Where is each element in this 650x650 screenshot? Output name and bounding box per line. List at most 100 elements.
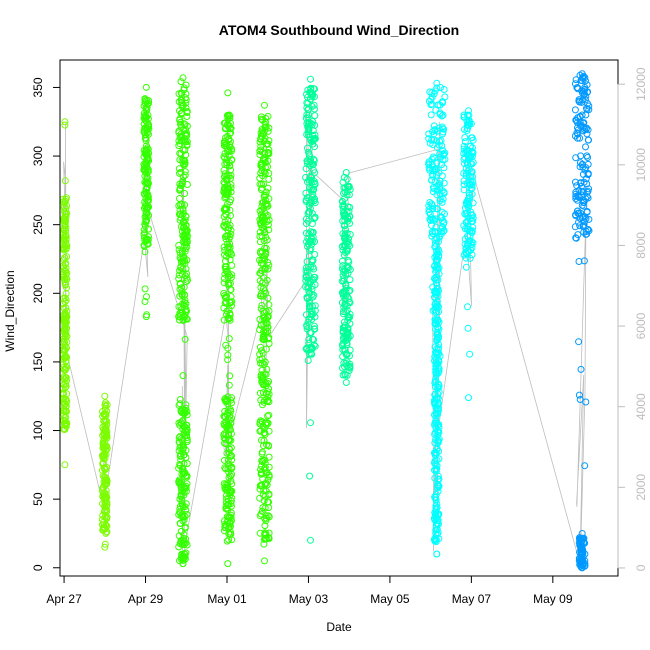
data-point xyxy=(259,401,266,409)
data-point xyxy=(257,292,264,300)
data-point xyxy=(177,78,185,86)
data-point xyxy=(226,256,234,264)
data-point xyxy=(176,285,184,293)
data-point xyxy=(441,210,448,218)
data-point xyxy=(305,284,312,292)
data-point xyxy=(181,94,189,102)
data-point xyxy=(439,147,447,155)
data-point xyxy=(262,233,270,241)
data-point xyxy=(177,537,185,545)
data-point xyxy=(142,218,150,226)
data-point xyxy=(426,139,434,147)
data-point xyxy=(224,397,232,405)
data-point xyxy=(62,422,70,430)
data-point xyxy=(179,556,187,564)
data-point xyxy=(102,494,110,502)
data-point xyxy=(436,197,444,205)
data-point xyxy=(221,430,228,438)
data-point xyxy=(342,379,350,386)
data-point xyxy=(258,184,266,192)
data-point xyxy=(257,396,265,404)
data-point xyxy=(61,198,69,205)
data-point xyxy=(432,526,440,534)
data-point xyxy=(222,224,230,232)
data-point xyxy=(571,132,579,140)
data-point xyxy=(577,209,585,217)
data-point xyxy=(224,560,232,568)
data-point xyxy=(228,463,236,471)
data-point xyxy=(221,464,229,472)
data-point xyxy=(427,111,435,119)
data-point xyxy=(60,264,68,272)
data-point xyxy=(307,88,315,96)
data-point xyxy=(60,405,68,413)
data-point xyxy=(438,142,446,150)
data-point xyxy=(435,270,443,278)
data-point xyxy=(581,462,589,470)
data-point xyxy=(145,212,153,219)
data-point xyxy=(469,239,477,247)
data-point xyxy=(580,119,588,127)
data-point xyxy=(60,355,68,363)
data-point xyxy=(180,409,188,417)
data-point xyxy=(265,301,273,309)
data-point xyxy=(182,472,190,480)
data-point xyxy=(103,463,110,471)
data-point xyxy=(579,549,586,557)
data-point xyxy=(62,374,70,382)
data-point xyxy=(341,302,349,309)
data-point xyxy=(256,256,264,264)
data-point xyxy=(264,397,272,404)
data-point xyxy=(308,290,316,298)
data-point xyxy=(178,96,186,104)
data-point xyxy=(343,263,351,271)
data-point xyxy=(467,241,475,249)
data-point xyxy=(225,136,233,144)
data-point xyxy=(221,170,229,178)
data-point xyxy=(263,365,271,373)
data-point xyxy=(101,480,109,487)
data-point xyxy=(338,243,346,250)
data-point xyxy=(178,541,186,549)
data-point xyxy=(303,120,311,128)
data-point xyxy=(102,446,110,454)
data-point xyxy=(304,100,312,107)
data-point xyxy=(178,270,186,278)
data-point xyxy=(142,163,150,171)
data-point xyxy=(303,111,311,119)
data-point xyxy=(308,93,316,101)
data-point xyxy=(261,466,269,474)
data-point xyxy=(103,515,111,523)
data-point xyxy=(460,113,468,121)
data-point xyxy=(260,222,268,229)
data-point xyxy=(261,557,268,565)
data-point xyxy=(225,381,233,389)
y-tick-label: 50 xyxy=(31,492,45,506)
data-point xyxy=(307,419,314,427)
data-point xyxy=(223,307,231,315)
data-point xyxy=(435,475,443,483)
data-point xyxy=(465,225,473,233)
data-point xyxy=(338,257,346,265)
data-point xyxy=(302,277,310,284)
data-point xyxy=(465,165,473,173)
secondary-tick-label: 0 xyxy=(634,564,648,571)
data-point xyxy=(220,275,228,282)
data-point xyxy=(304,123,312,131)
data-point xyxy=(431,216,439,224)
data-point xyxy=(175,464,183,472)
data-point xyxy=(226,125,234,133)
data-point xyxy=(223,537,231,545)
data-point xyxy=(225,421,232,429)
data-point xyxy=(431,429,439,437)
data-point xyxy=(264,419,272,427)
data-point xyxy=(257,427,265,435)
data-point xyxy=(259,148,266,156)
data-point xyxy=(572,234,580,242)
data-point xyxy=(425,206,433,214)
data-point xyxy=(175,246,183,254)
data-point xyxy=(303,323,311,330)
data-point xyxy=(435,349,443,357)
data-point xyxy=(177,168,185,176)
data-point xyxy=(344,217,352,225)
